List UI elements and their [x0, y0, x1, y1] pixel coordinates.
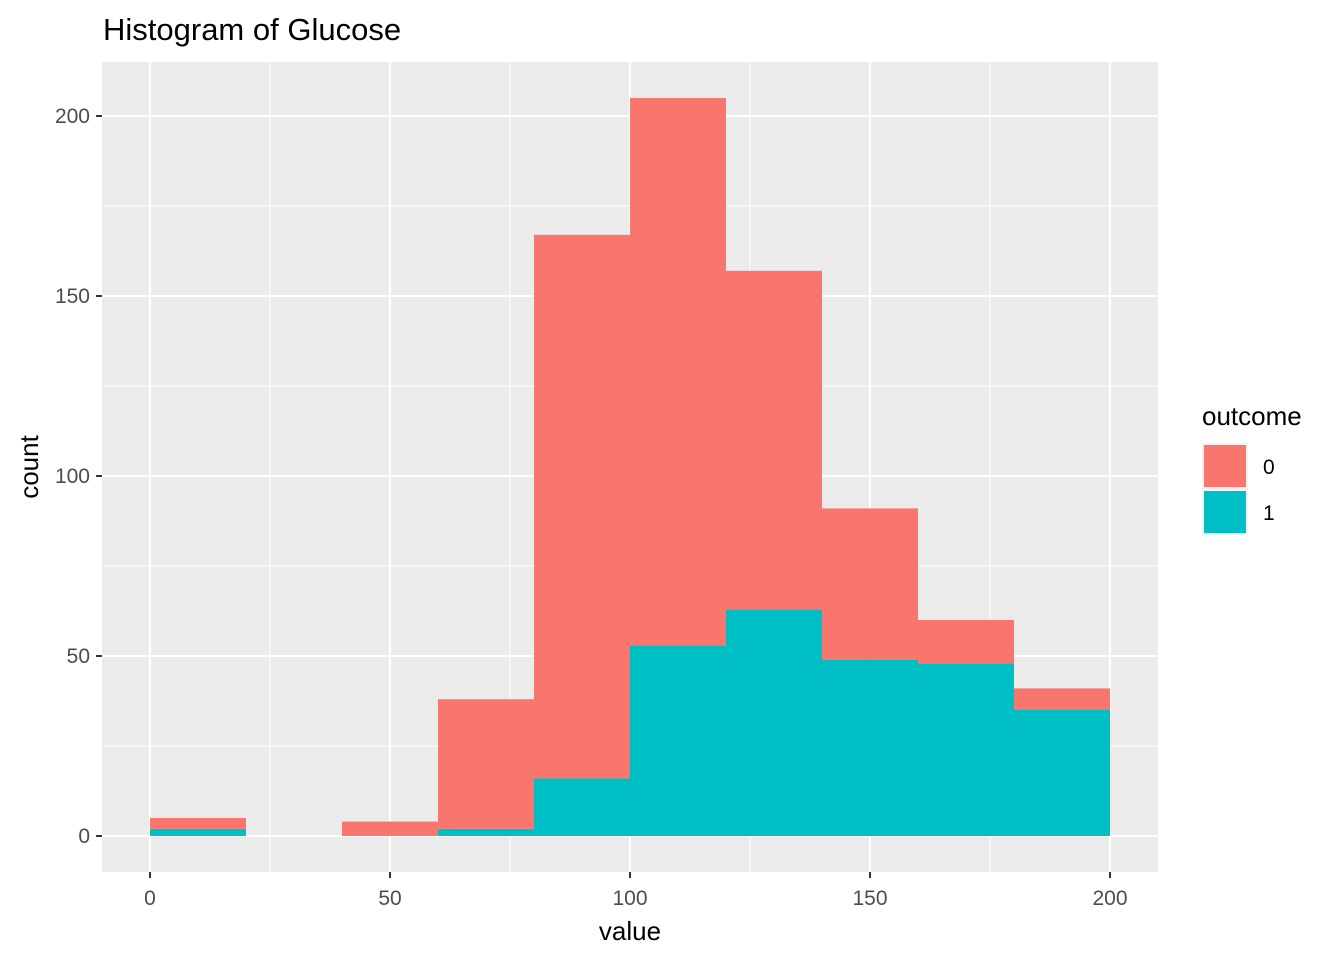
legend-key-outcome-0 [1204, 445, 1246, 487]
x-tick-label: 200 [1092, 887, 1127, 910]
bar-outcome-0-bin-0 [150, 818, 246, 829]
bar-outcome-1-bin-0 [150, 828, 246, 836]
y-tick-label: 150 [55, 285, 90, 308]
legend-key-outcome-1 [1204, 491, 1246, 533]
bar-outcome-0-bin-140 [822, 508, 918, 660]
bar-outcome-1-bin-100 [630, 645, 726, 836]
bar-outcome-1-bin-60 [438, 828, 534, 836]
bar-outcome-0-bin-60 [438, 699, 534, 829]
histogram-bars [150, 98, 1110, 836]
y-axis-title: count [14, 434, 44, 498]
x-tick-label: 150 [852, 887, 887, 910]
y-tick-label: 0 [78, 825, 90, 848]
y-tick-label: 200 [55, 105, 90, 128]
chart-title: Histogram of Glucose [103, 12, 401, 47]
bar-outcome-0-bin-100 [630, 98, 726, 646]
bar-outcome-0-bin-120 [726, 270, 822, 610]
x-tick-label: 100 [612, 887, 647, 910]
bar-outcome-1-bin-80 [534, 778, 630, 836]
bar-outcome-1-bin-180 [1014, 710, 1110, 836]
y-tick-label: 100 [55, 465, 90, 488]
legend-items: 01 [1202, 443, 1275, 535]
legend-title: outcome [1202, 401, 1302, 431]
bar-outcome-1-bin-160 [918, 663, 1014, 836]
legend: outcome 01 [1202, 401, 1302, 535]
y-axis: 0 50 100 150 200 [55, 105, 102, 848]
bar-outcome-0-bin-160 [918, 620, 1014, 664]
x-tick-label: 50 [378, 887, 401, 910]
y-tick-label: 50 [67, 645, 90, 668]
bar-outcome-0-bin-80 [534, 234, 630, 779]
legend-label-outcome-1: 1 [1263, 502, 1275, 525]
x-axis: 0 50 100 150 200 [144, 872, 1128, 910]
bar-outcome-0-bin-40 [342, 821, 438, 836]
bar-outcome-0-bin-180 [1014, 688, 1110, 710]
legend-label-outcome-0: 0 [1263, 456, 1275, 479]
x-tick-label: 0 [144, 887, 156, 910]
x-axis-title: value [599, 916, 661, 946]
bar-outcome-1-bin-140 [822, 659, 918, 836]
bar-outcome-1-bin-120 [726, 609, 822, 836]
